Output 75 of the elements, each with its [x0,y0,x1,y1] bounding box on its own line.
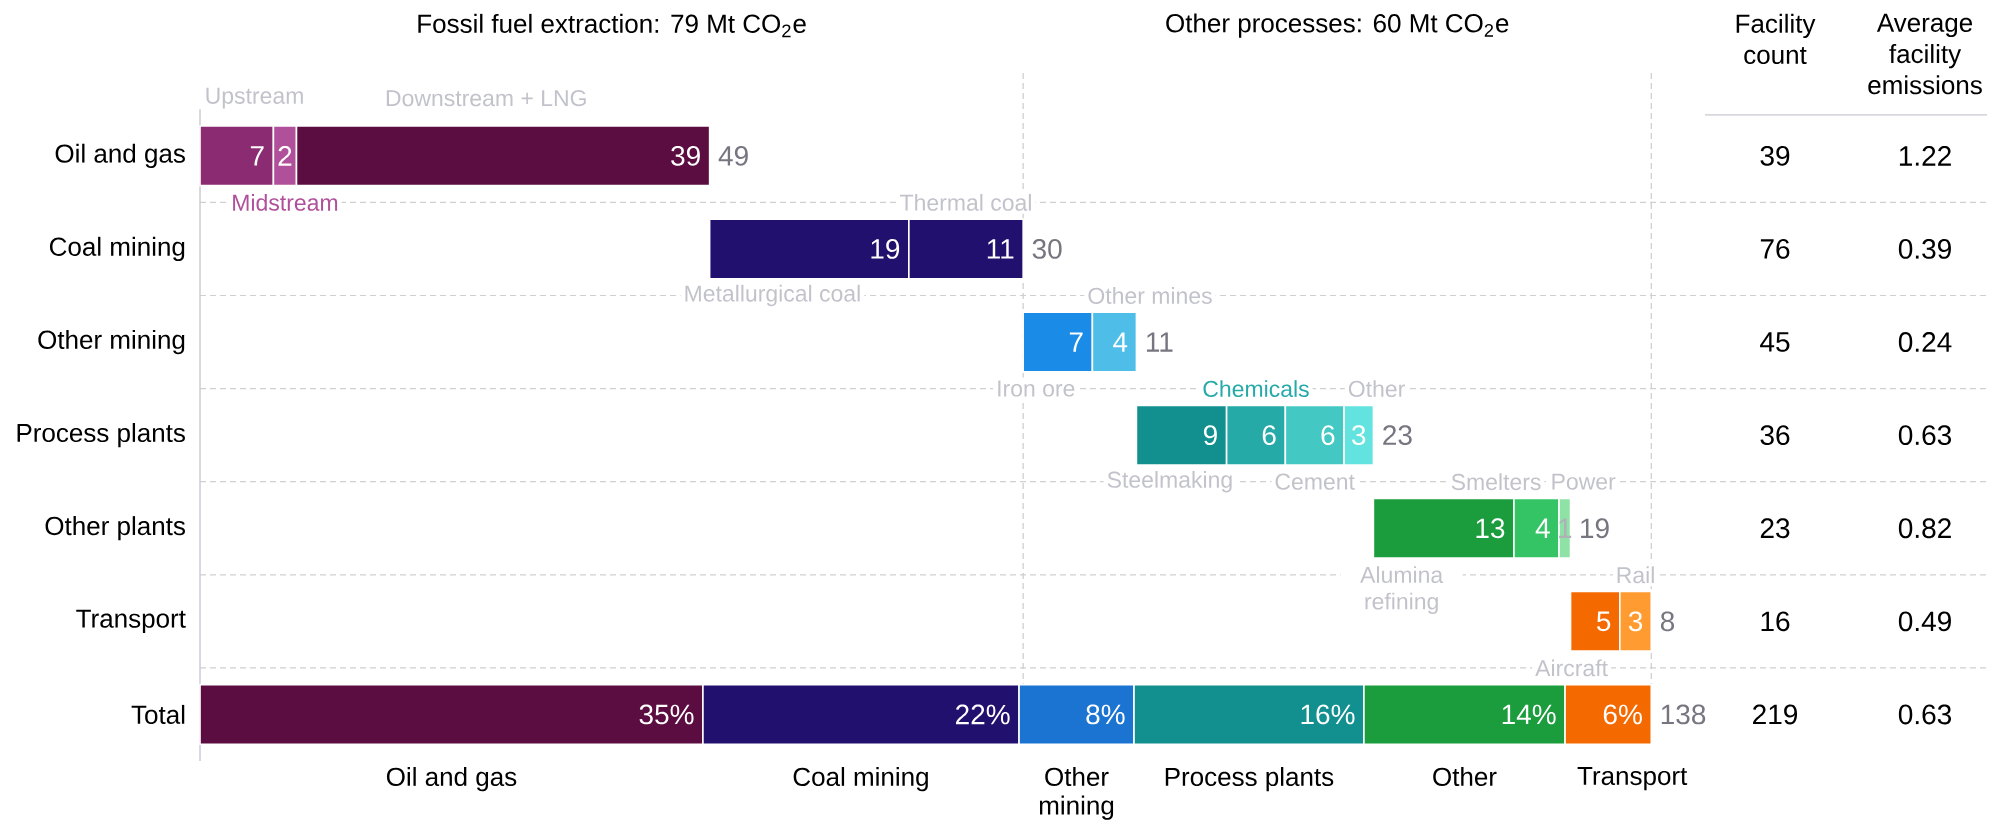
series-label: Rail [1617,566,1654,584]
y-tick-label: Coal mining [49,236,185,262]
total-label: 19 [1581,518,1609,539]
text: 39 [1760,145,1790,166]
data-label: 13 [1476,518,1505,539]
series-label: Oil and gas [386,766,517,792]
data-label: 2 [278,146,292,166]
series-label: Chemicals [1203,380,1309,398]
y-tick-label: Transport [76,609,186,633]
series-label: Transport [1577,767,1688,791]
y-tick-label: Oil and gas [55,143,185,168]
series-label: Other mines [1088,287,1212,304]
series-label: Metallurgical coal [685,284,860,307]
series-label: Process plants [1165,766,1334,792]
total-label: 23 [1383,425,1412,446]
series-label: Other mining [1039,766,1114,820]
total-label: 30 [1032,239,1062,259]
series-label: Other [1348,380,1405,398]
text: 23 [1760,518,1790,539]
data-label: 14% [1502,704,1556,725]
series-label: Upstream [206,87,303,109]
text: Facility count [1736,13,1816,65]
y-tick-label: Process plants [17,423,185,448]
data-label: 6% [1603,704,1642,725]
data-label: 16% [1301,704,1355,725]
text: 219 [1753,704,1798,725]
text: 0.49 [1898,611,1951,632]
y-tick-label: Other plants [45,516,185,541]
series-label: Steelmaking [1107,470,1232,493]
y-tick-label: Total [131,704,185,724]
series-label: Other [1433,766,1497,787]
series-label: Alumina refining [1360,566,1444,615]
data-label: 7 [1069,332,1083,352]
data-label: 6 [1321,425,1335,446]
data-label: 3 [1352,425,1366,446]
series-label: Coal mining [793,766,928,792]
data-label: 5 [1596,611,1611,632]
data-label: 7 [250,146,264,166]
text: 0.24 [1898,332,1952,352]
data-label: 39 [671,145,700,166]
data-label: 35% [639,704,694,725]
series-label: Iron ore [998,380,1075,397]
series-label: Smelters [1451,473,1541,491]
text: Fossil fuel extraction: 79 Mt CO$_{2}$e [418,13,806,38]
total-label: 8 [1660,611,1675,632]
text: 0.82 [1898,518,1951,539]
text: 45 [1760,332,1790,352]
text: 1.22 [1899,146,1951,166]
text: 0.63 [1898,425,1952,446]
data-label: 8% [1086,704,1125,725]
data-label: 4 [1113,332,1128,352]
data-label: 3 [1628,611,1643,632]
data-label: 4 [1535,518,1550,538]
series-label: Midstream [233,193,338,211]
text: 0.63 [1898,704,1952,725]
data-label: 22% [956,704,1010,725]
series-label: Cement [1275,473,1355,490]
text: 0.39 [1898,239,1951,259]
total-label: 49 [718,145,748,166]
text: 16 [1761,611,1790,632]
text: 36 [1760,425,1790,446]
data-label: 6 [1262,425,1276,446]
annotation: 138 [1661,704,1706,725]
data-label: 19 [871,239,900,259]
text: Other processes: 60 Mt CO$_{2}$e [1166,13,1509,38]
series-label: Downstream + LNG [386,89,586,107]
data-label: 9 [1203,425,1217,446]
series-label: Power [1552,473,1616,490]
series-label: Thermal coal [900,193,1031,211]
text: 76 [1760,239,1790,259]
data-label: 11 [987,239,1014,259]
text: Average facility emissions [1868,13,1982,95]
series-label: Aircraft [1535,659,1608,677]
total-label: 11 [1146,332,1173,352]
y-tick-label: Other mining [38,329,185,355]
